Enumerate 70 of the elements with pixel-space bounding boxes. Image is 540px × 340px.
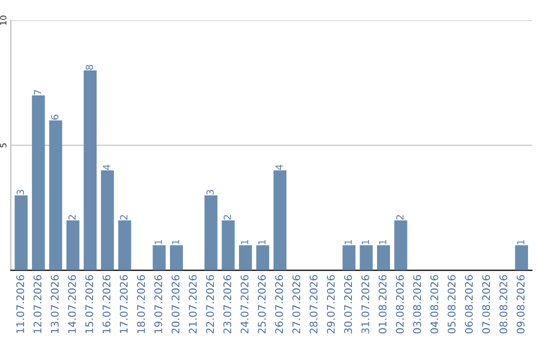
data-label: 7 bbox=[34, 90, 42, 95]
bar bbox=[204, 195, 218, 270]
x-tick-label: 18.07.2026 bbox=[137, 275, 145, 333]
bar bbox=[274, 170, 286, 270]
bar bbox=[118, 220, 132, 270]
data-label: 1 bbox=[517, 240, 524, 244]
data-label: 2 bbox=[120, 215, 128, 220]
bar bbox=[360, 245, 373, 270]
x-tick-label: 09.08.2026 bbox=[516, 275, 525, 334]
x-tick-label: 21.07.2026 bbox=[188, 275, 197, 334]
data-label: 1 bbox=[362, 240, 369, 244]
data-label: 3 bbox=[206, 190, 214, 195]
bar bbox=[152, 245, 166, 270]
bar bbox=[256, 245, 270, 270]
bar bbox=[238, 245, 252, 270]
x-tick-label: 07.08.2026 bbox=[482, 275, 490, 334]
x-tick-label: 28.07.2026 bbox=[310, 275, 318, 334]
x-tick-label: 26.07.2026 bbox=[275, 275, 283, 334]
data-label: 2 bbox=[68, 215, 76, 220]
x-tick-label: 31.07.2026 bbox=[361, 275, 370, 334]
x-tick-label: 11.07.2026 bbox=[16, 275, 24, 333]
data-label: 8 bbox=[86, 64, 93, 70]
x-tick-label: 19.07.2026 bbox=[154, 275, 162, 333]
x-tick-label: 06.08.2026 bbox=[464, 275, 473, 334]
x-tick-label: 15.07.2026 bbox=[85, 275, 94, 333]
data-label: 1 bbox=[379, 240, 386, 244]
bar bbox=[84, 70, 97, 270]
x-tick-label: 17.07.2026 bbox=[120, 275, 128, 333]
bar bbox=[66, 220, 80, 270]
x-tick-label: 24.07.2026 bbox=[240, 275, 248, 334]
bar bbox=[515, 245, 528, 270]
x-tick-label: 02.08.2026 bbox=[396, 275, 404, 334]
x-tick-label: 05.08.2026 bbox=[448, 275, 456, 334]
bar bbox=[100, 170, 114, 270]
data-label: 4 bbox=[276, 164, 283, 170]
x-tick-label: 04.08.2026 bbox=[430, 275, 438, 334]
x-tick-label: 12.07.2026 bbox=[34, 275, 42, 333]
data-label: 2 bbox=[224, 215, 231, 220]
x-tick-label: 20.07.2026 bbox=[172, 275, 180, 334]
x-tick-label: 08.08.2026 bbox=[499, 275, 508, 334]
data-label: 1 bbox=[241, 240, 248, 244]
bar bbox=[14, 195, 28, 270]
data-label: 1 bbox=[172, 240, 180, 244]
x-tick-label: 30.07.2026 bbox=[344, 275, 352, 334]
x-tick-label: 16.07.2026 bbox=[102, 275, 110, 333]
bar bbox=[49, 120, 62, 270]
bar bbox=[342, 245, 356, 270]
data-label: 4 bbox=[103, 164, 110, 170]
x-tick-label: 13.07.2026 bbox=[50, 275, 59, 333]
x-tick-label: 29.07.2026 bbox=[326, 275, 335, 334]
x-tick-label: 22.07.2026 bbox=[206, 275, 214, 334]
x-tick-label: 03.08.2026 bbox=[413, 275, 422, 334]
y-tick-label: 5 bbox=[0, 143, 6, 148]
bar bbox=[394, 220, 408, 270]
x-tick-label: 27.07.2026 bbox=[292, 275, 300, 334]
data-label: 1 bbox=[154, 240, 162, 244]
x-tick-label: 01.08.2026 bbox=[378, 275, 387, 334]
y-tick-label: 10 bbox=[0, 16, 6, 25]
data-label: 1 bbox=[258, 240, 266, 244]
x-tick-label: 23.07.2026 bbox=[223, 275, 232, 334]
bar bbox=[170, 245, 183, 270]
data-label: 2 bbox=[396, 215, 404, 220]
data-label: 3 bbox=[16, 190, 24, 195]
x-tick-label: 14.07.2026 bbox=[68, 275, 76, 333]
x-tick-label: 25.07.2026 bbox=[258, 275, 266, 334]
data-label: 6 bbox=[51, 114, 58, 120]
bar bbox=[222, 220, 235, 270]
bar bbox=[377, 245, 390, 270]
bar bbox=[32, 95, 45, 270]
data-label: 1 bbox=[344, 240, 352, 244]
